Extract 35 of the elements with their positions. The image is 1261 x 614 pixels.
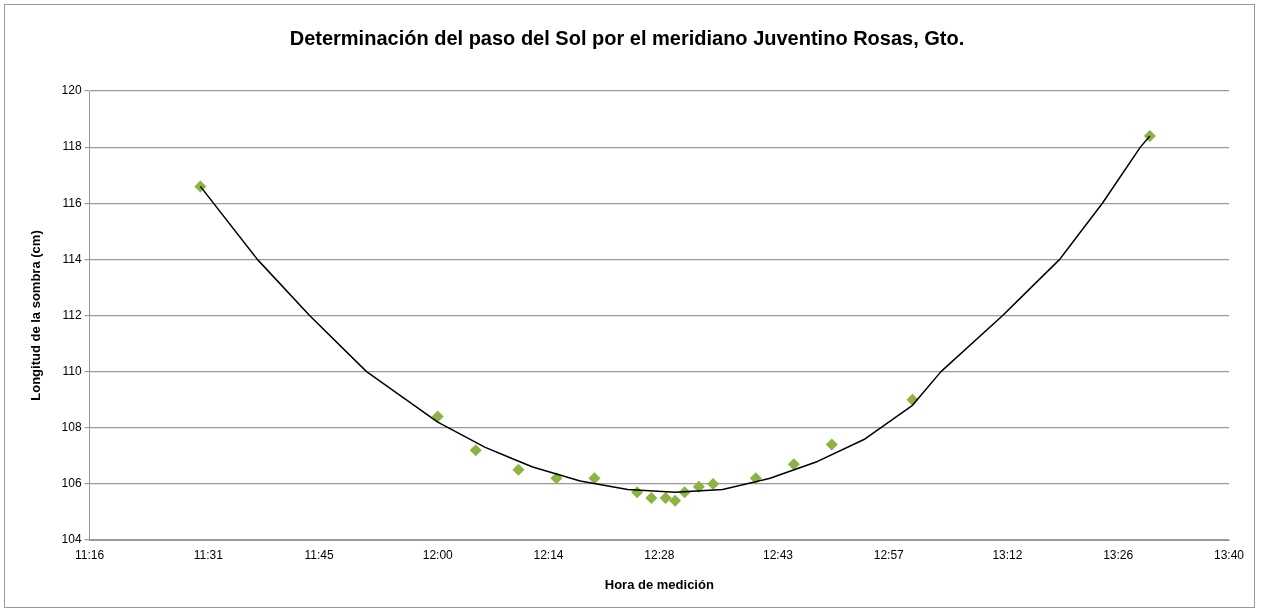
- point: [469, 444, 482, 457]
- y-tick-label: 116: [62, 195, 82, 210]
- point: [512, 463, 525, 476]
- point: [194, 180, 207, 193]
- y-tick-label: 108: [61, 420, 82, 435]
- x-tick-label: 11:31: [193, 547, 224, 562]
- y-tick-label: 114: [62, 251, 82, 266]
- point: [550, 472, 563, 485]
- y-tick-label: 120: [61, 83, 82, 98]
- x-tick-label: 12:28: [644, 547, 675, 562]
- point: [645, 491, 658, 504]
- y-tick-label: 112: [62, 307, 82, 322]
- y-axis-title: Longitud de la sombra (cm): [28, 230, 44, 401]
- y-tick-label: 104: [61, 532, 82, 547]
- x-tick-label: 12:43: [762, 547, 794, 562]
- x-axis-title: Hora de medición: [604, 576, 714, 592]
- chart-title: Determinación del paso del Sol por el meridiano Juventino Rosas, Gto.: [289, 26, 965, 49]
- x-tick-label: 13:26: [1103, 547, 1134, 562]
- point: [707, 477, 720, 490]
- x-tick-label: 13:12: [992, 547, 1023, 562]
- point: [659, 491, 672, 504]
- x-tick-label: 12:14: [533, 547, 564, 562]
- x-tick-label: 12:00: [422, 547, 454, 562]
- x-tick-label: 11:45: [304, 547, 334, 562]
- x-tick-label: 11:16: [75, 547, 105, 562]
- x-tick-label: 12:57: [873, 547, 905, 562]
- y-tick-label: 106: [61, 476, 82, 491]
- point: [825, 438, 838, 451]
- point: [669, 494, 682, 507]
- point: [1143, 129, 1156, 142]
- x-tick-label: 13:40: [1213, 547, 1245, 562]
- y-tick-label: 110: [62, 363, 82, 378]
- point: [588, 472, 601, 485]
- y-tick-label: 118: [62, 139, 82, 154]
- point: [787, 458, 800, 471]
